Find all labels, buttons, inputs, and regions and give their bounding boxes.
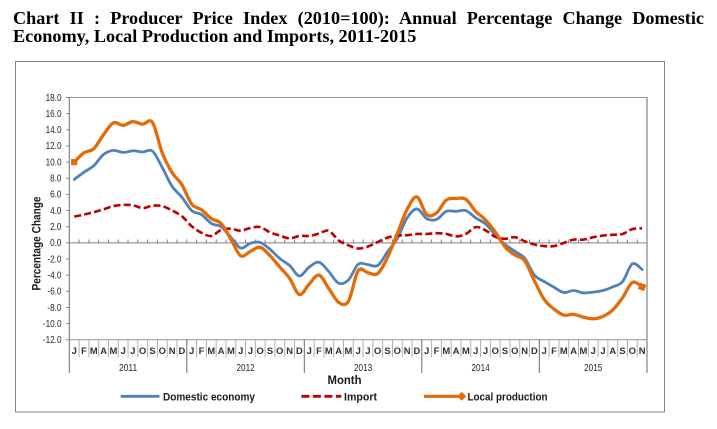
svg-text:N: N	[639, 345, 646, 356]
svg-text:J: J	[542, 345, 547, 356]
svg-text:A: A	[570, 345, 577, 356]
svg-text:N: N	[169, 345, 176, 356]
svg-text:M: M	[579, 345, 587, 356]
svg-text:A: A	[453, 345, 460, 356]
svg-text:J: J	[238, 345, 243, 356]
svg-text:J: J	[356, 345, 361, 356]
svg-text:A: A	[335, 345, 342, 356]
svg-text:O: O	[276, 345, 283, 356]
svg-text:J: J	[130, 345, 135, 356]
svg-text:J: J	[248, 345, 253, 356]
svg-text:O: O	[374, 345, 381, 356]
svg-text:J: J	[365, 345, 370, 356]
svg-text:A: A	[100, 345, 107, 356]
svg-text:8.0: 8.0	[50, 174, 62, 185]
svg-text:O: O	[394, 345, 401, 356]
svg-text:M: M	[325, 345, 333, 356]
svg-text:O: O	[492, 345, 499, 356]
svg-text:A: A	[218, 345, 225, 356]
svg-text:J: J	[72, 345, 77, 356]
svg-text:18.0: 18.0	[46, 93, 62, 104]
svg-text:N: N	[521, 345, 528, 356]
svg-text:-2.0: -2.0	[47, 254, 62, 265]
svg-text:S: S	[619, 345, 625, 356]
svg-text:D: D	[414, 345, 421, 356]
svg-text:J: J	[483, 345, 488, 356]
svg-text:2014: 2014	[472, 363, 491, 374]
svg-text:M: M	[90, 345, 98, 356]
svg-text:F: F	[199, 345, 205, 356]
svg-text:D: D	[179, 345, 186, 356]
svg-text:M: M	[462, 345, 470, 356]
svg-text:J: J	[121, 345, 126, 356]
svg-text:14.0: 14.0	[46, 125, 62, 136]
svg-text:A: A	[609, 345, 616, 356]
svg-text:J: J	[189, 345, 194, 356]
svg-text:12.0: 12.0	[46, 141, 62, 152]
svg-text:-8.0: -8.0	[47, 303, 62, 314]
svg-text:Import: Import	[344, 391, 377, 403]
svg-text:S: S	[267, 345, 273, 356]
svg-text:S: S	[384, 345, 390, 356]
svg-text:2012: 2012	[237, 363, 255, 374]
svg-text:O: O	[257, 345, 264, 356]
svg-text:Month: Month	[328, 375, 362, 387]
svg-text:J: J	[307, 345, 312, 356]
svg-text:F: F	[81, 345, 87, 356]
svg-text:Local production: Local production	[468, 391, 548, 403]
svg-text:N: N	[286, 345, 293, 356]
svg-text:O: O	[629, 345, 636, 356]
svg-text:M: M	[442, 345, 450, 356]
svg-text:-10.0: -10.0	[43, 319, 62, 330]
svg-text:J: J	[591, 345, 596, 356]
svg-text:4.0: 4.0	[50, 206, 62, 217]
svg-text:J: J	[424, 345, 429, 356]
svg-text:O: O	[159, 345, 166, 356]
svg-text:M: M	[227, 345, 235, 356]
svg-text:N: N	[404, 345, 411, 356]
svg-text:J: J	[600, 345, 605, 356]
svg-text:2.0: 2.0	[50, 222, 62, 233]
svg-text:D: D	[296, 345, 303, 356]
svg-text:Percentage Change: Percentage Change	[32, 197, 44, 291]
svg-text:M: M	[560, 345, 568, 356]
svg-text:S: S	[502, 345, 508, 356]
svg-text:2011: 2011	[119, 363, 137, 374]
svg-text:O: O	[511, 345, 518, 356]
svg-text:-4.0: -4.0	[47, 270, 62, 281]
svg-text:F: F	[551, 345, 557, 356]
svg-text:M: M	[344, 345, 352, 356]
svg-text:O: O	[139, 345, 146, 356]
svg-text:16.0: 16.0	[46, 109, 62, 120]
svg-text:6.0: 6.0	[50, 190, 62, 201]
svg-text:2015: 2015	[584, 363, 602, 374]
svg-text:-6.0: -6.0	[47, 287, 62, 298]
svg-text:J: J	[473, 345, 478, 356]
svg-text:2013: 2013	[354, 363, 372, 374]
svg-text:D: D	[531, 345, 538, 356]
svg-text:Domestic economy: Domestic economy	[163, 391, 256, 403]
svg-text:10.0: 10.0	[46, 157, 62, 168]
svg-text:0.0: 0.0	[50, 238, 62, 249]
svg-text:M: M	[207, 345, 215, 356]
svg-text:-12.0: -12.0	[43, 335, 62, 346]
svg-text:M: M	[109, 345, 117, 356]
svg-text:S: S	[149, 345, 155, 356]
svg-text:F: F	[434, 345, 440, 356]
svg-text:F: F	[316, 345, 322, 356]
